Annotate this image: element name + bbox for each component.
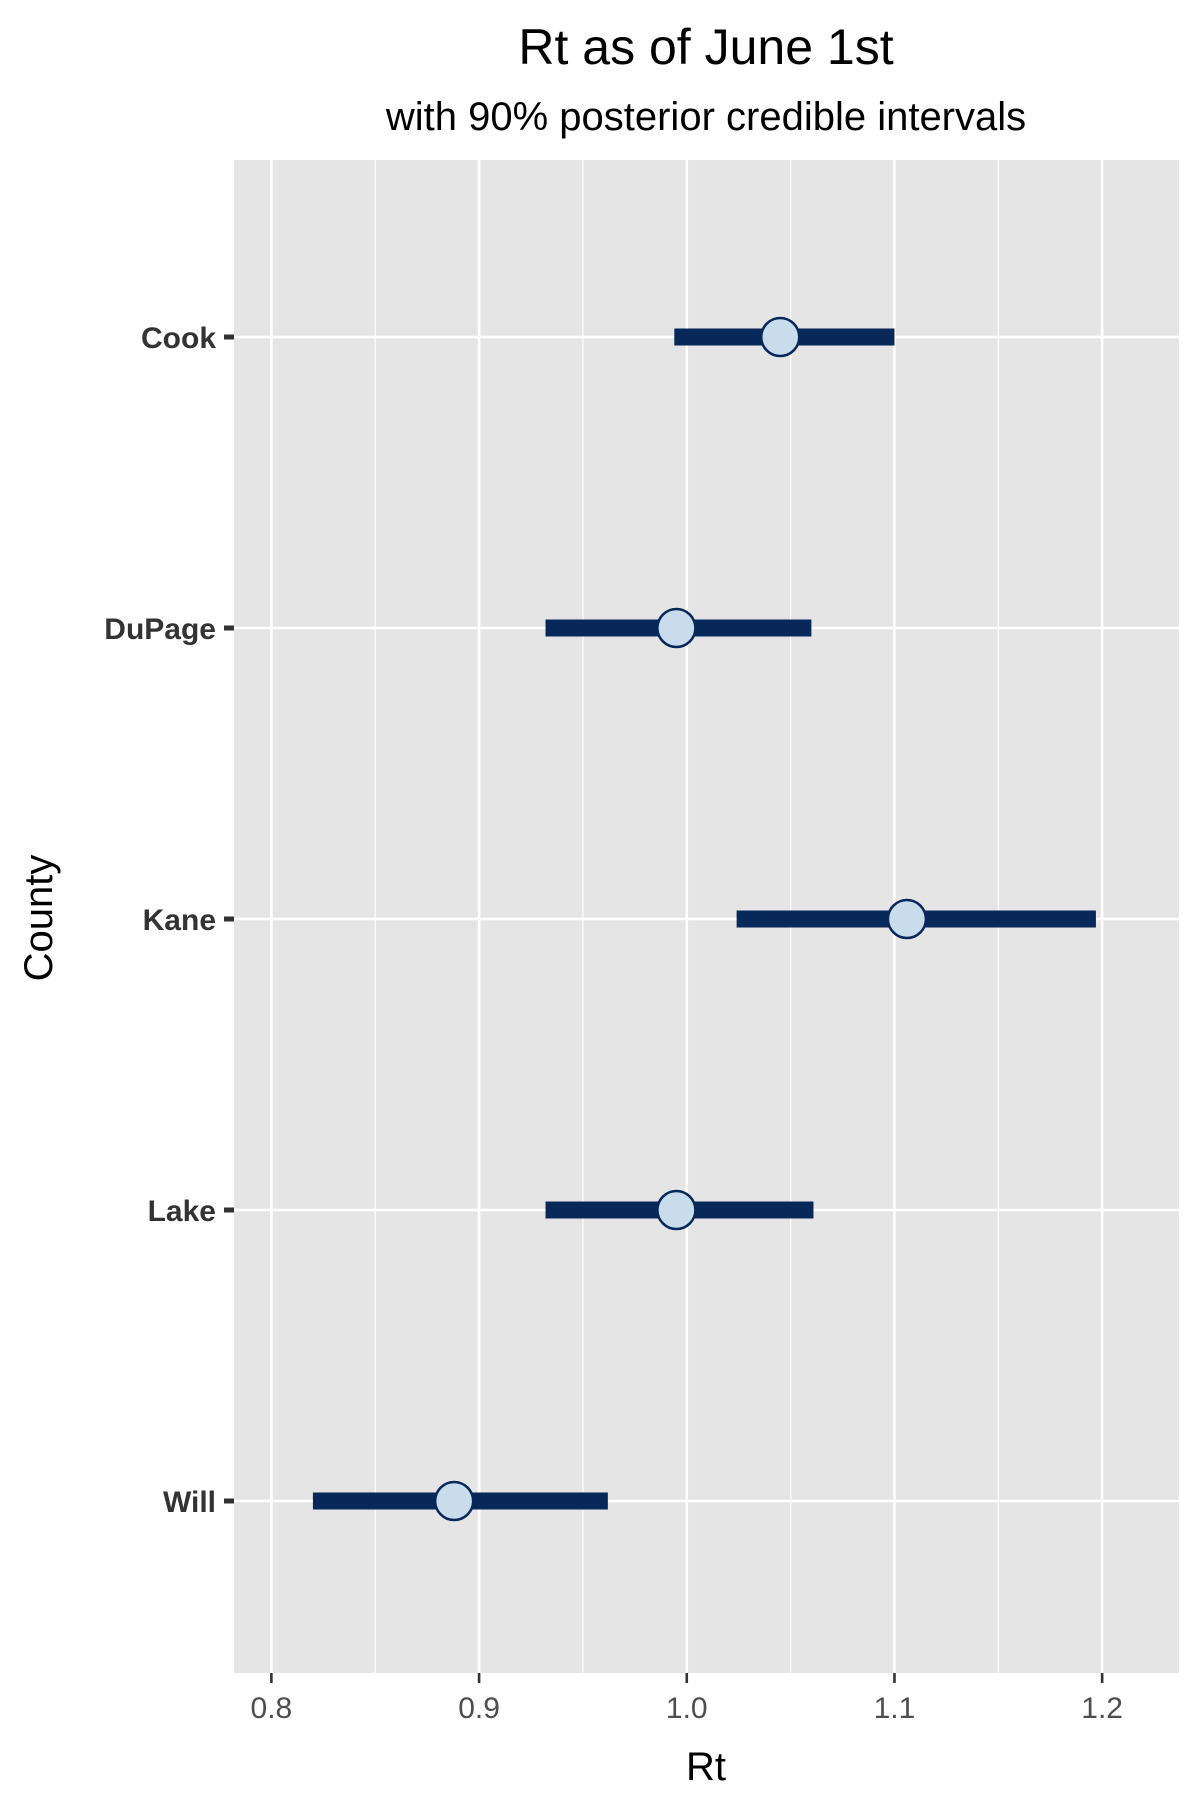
x-axis: 0.8 0.9 1.0 1.1 1.2 [251,1673,1123,1725]
y-tick-label: DuPage [104,613,216,646]
point-estimate-marker [759,316,801,358]
x-tick-label: 0.8 [251,1692,293,1725]
point-estimate-marker [656,1189,697,1231]
point-estimate-marker [433,1480,475,1522]
point-estimate-marker [886,898,928,940]
y-tick-label: Lake [148,1195,216,1228]
y-axis-title: County [17,855,61,982]
x-tick-label: 1.2 [1081,1692,1123,1725]
chart-title: Rt as of June 1st [518,19,893,75]
y-tick-label: Kane [143,904,216,937]
y-tick-label: Will [163,1486,216,1519]
y-tick-label: Cook [141,322,216,355]
x-tick-label: 1.1 [874,1692,916,1725]
chart-subtitle: with 90% posterior credible intervals [385,95,1026,139]
point-estimate-marker [656,607,697,649]
data-marks [312,316,1096,1522]
y-axis: Cook DuPage Kane Lake Will [104,322,234,1519]
x-tick-label: 1.0 [666,1692,708,1725]
x-axis-title: Rt [686,1745,726,1789]
x-tick-label: 0.9 [458,1692,500,1725]
